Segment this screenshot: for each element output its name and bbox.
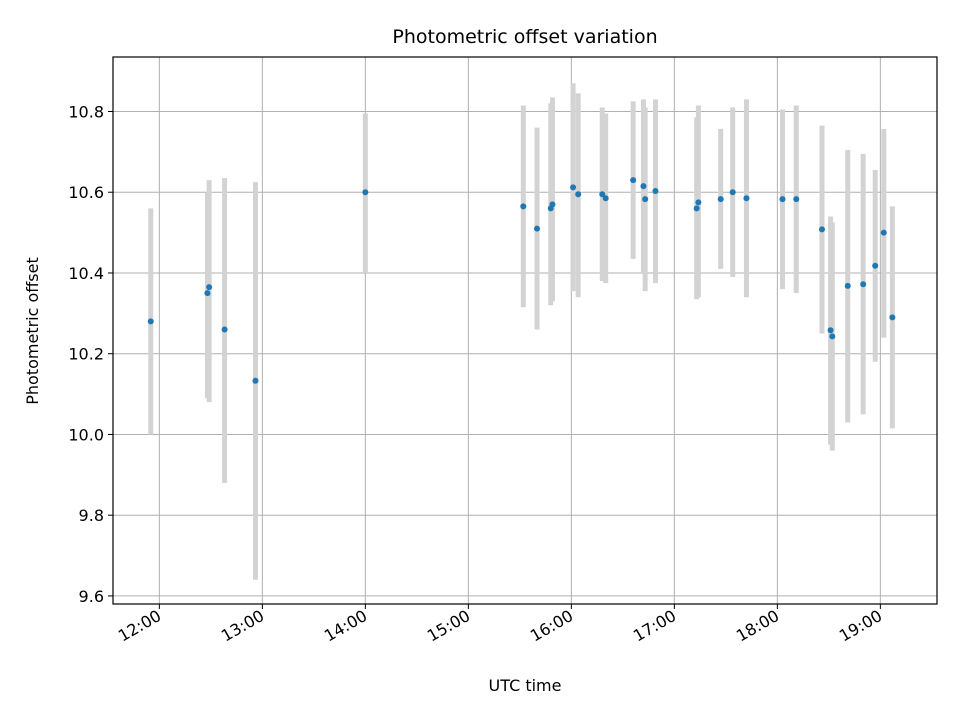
data-point-0 [147,318,154,325]
data-point-27 [829,333,836,340]
y-tick-label: 10.6 [68,183,104,202]
data-point-12 [599,191,606,198]
data-point-24 [793,196,800,203]
x-axis-label: UTC time [489,676,562,695]
y-axis-label: Photometric offset [23,257,42,405]
plot-frame [112,56,938,605]
chart-title: Photometric offset variation [392,26,657,48]
data-point-11 [575,191,582,198]
y-tick-label: 9.8 [79,506,104,525]
data-point-13 [602,195,609,202]
data-point-3 [221,326,228,333]
data-point-2 [206,284,213,291]
data-point-29 [860,281,867,288]
data-point-25 [818,226,825,233]
data-point-22 [743,195,750,202]
data-point-23 [779,196,786,203]
y-axis-ticks: 9.6 9.8 10.0 10.2 10.4 10.6 10.8 [68,102,113,606]
data-point-17 [652,188,659,195]
data-point-4 [252,377,259,384]
data-point-30 [872,262,879,269]
data-point-14 [630,177,637,184]
data-point-28 [844,282,851,289]
data-point-32 [889,314,896,321]
data-point-15 [640,183,647,190]
data-point-18 [693,205,700,212]
y-tick-label: 10.0 [68,425,104,444]
data-point-10 [570,184,577,191]
data-point-21 [729,189,736,196]
y-tick-label: 10.2 [68,345,104,364]
data-point-20 [717,196,724,203]
y-tick-label: 10.8 [68,102,104,121]
data-point-31 [880,229,887,236]
y-tick-label: 10.4 [68,264,104,283]
data-point-5 [362,189,369,196]
data-point-9 [549,201,556,208]
data-point-6 [520,203,527,210]
data-point-7 [534,225,541,232]
data-point-26 [827,327,834,334]
data-points [147,177,896,384]
y-tick-label: 9.6 [79,587,104,606]
data-point-16 [642,196,649,203]
data-point-1 [204,290,211,297]
data-point-19 [695,199,702,206]
